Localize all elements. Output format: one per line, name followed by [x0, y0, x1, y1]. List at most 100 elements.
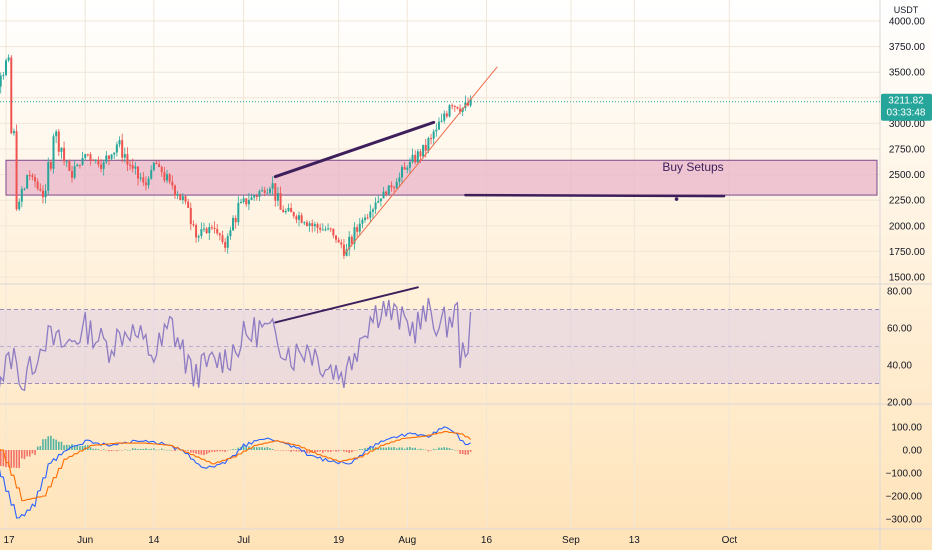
macd-histogram: [0, 435, 472, 468]
macd-hist-bar: [171, 450, 174, 451]
candle: [200, 222, 203, 239]
buy-setups-zone[interactable]: [5, 159, 878, 196]
candle: [118, 136, 121, 148]
trendline-line[interactable]: [343, 66, 498, 255]
buy-setups-label: Buy Setups: [662, 160, 723, 174]
candle: [332, 228, 335, 239]
candle: [168, 172, 171, 185]
time-axis[interactable]: 17 Jun 14 Jul 19 Aug 16 Sep 13 Oct: [3, 535, 737, 546]
macd-hist-bar: [398, 447, 401, 450]
macd-hist-bar: [113, 450, 116, 451]
candle: [44, 184, 47, 204]
candle: [253, 194, 256, 201]
macd-axis[interactable]: 100.00 0.00 −100.00 −200.00 −300.00: [886, 423, 923, 526]
time-tick-label: 13: [629, 535, 641, 546]
candle: [398, 172, 401, 187]
macd-hist-bar: [364, 448, 366, 450]
candle: [250, 193, 253, 201]
candle: [197, 234, 200, 242]
rsi-line[interactable]: [0, 297, 472, 398]
rsi-annotations[interactable]: [274, 286, 419, 324]
price-tick-label: 1750.00: [889, 247, 926, 258]
price-axis[interactable]: USDT 4000.003750.003500.003250.003000.00…: [881, 5, 932, 284]
candle: [469, 95, 472, 108]
macd-hist-bar: [456, 450, 459, 451]
candle: [184, 195, 187, 205]
candle: [364, 214, 367, 223]
macd-hist-bar: [208, 450, 211, 453]
candle: [115, 141, 118, 157]
divergence-line[interactable]: [273, 120, 436, 179]
candle: [345, 244, 348, 257]
macd-hist-bar: [73, 445, 76, 450]
macd-hist-bar: [327, 450, 329, 452]
candle: [258, 189, 261, 202]
rsi-axis[interactable]: 80.00 60.00 40.00 20.00: [887, 287, 912, 409]
macd-hist-bar: [44, 438, 47, 450]
candle: [226, 233, 229, 254]
candle: [298, 211, 301, 227]
macd-hist-bar: [395, 448, 398, 450]
macd-hist-bar: [274, 450, 277, 451]
candle: [181, 192, 184, 205]
time-tick-label: Jul: [237, 535, 250, 546]
price-tick-label: 2500.00: [889, 170, 926, 181]
macd-hist-bar: [343, 450, 345, 452]
candle: [76, 163, 79, 167]
macd-hist-bar: [358, 449, 361, 450]
candle: [261, 186, 264, 192]
macd-tick-label: −100.00: [886, 469, 923, 480]
candle: [160, 165, 163, 177]
macd-hist-bar: [28, 450, 31, 457]
macd-hist-bar: [211, 450, 213, 452]
macd-hist-bar: [335, 450, 337, 452]
candle: [340, 239, 343, 249]
price-annotations[interactable]: [273, 66, 726, 255]
macd-hist-bar: [245, 447, 248, 450]
macd-hist-bar: [403, 448, 406, 450]
macd-hist-bar: [166, 449, 168, 451]
macd-hist-bar: [461, 450, 464, 455]
price-pane[interactable]: Buy Setups: [0, 27, 880, 259]
candle: [89, 152, 92, 166]
macd-hist-bar: [406, 447, 409, 450]
price-candles[interactable]: [0, 27, 472, 259]
macd-tick-label: 0.00: [903, 446, 923, 457]
candle: [440, 113, 443, 123]
macd-hist-bar: [287, 450, 290, 451]
candle: [49, 159, 52, 172]
candle: [179, 193, 182, 201]
rsi-divergence-line[interactable]: [274, 286, 419, 324]
macd-hist-bar: [332, 450, 335, 451]
candle: [255, 193, 258, 201]
macd-hist-bar: [308, 450, 311, 454]
macd-hist-bar: [203, 450, 205, 456]
candle: [432, 129, 435, 145]
macd-signal-line[interactable]: [0, 431, 472, 502]
macd-pane[interactable]: [0, 426, 472, 519]
macd-hist-bar: [153, 448, 155, 450]
candle: [311, 219, 314, 233]
macd-hist-bar: [155, 449, 158, 451]
macd-hist-bar: [34, 450, 36, 455]
macd-hist-bar: [348, 450, 350, 453]
macd-line[interactable]: [0, 426, 471, 519]
macd-hist-bar: [366, 447, 369, 450]
candle: [20, 186, 23, 208]
candle: [166, 169, 169, 184]
rsi-pane[interactable]: [0, 286, 880, 398]
candle: [100, 159, 103, 173]
candle: [290, 202, 293, 213]
macd-hist-bar: [2, 450, 5, 467]
support-line[interactable]: [464, 193, 726, 198]
macd-hist-bar: [237, 447, 240, 450]
candle: [23, 187, 26, 191]
macd-hist-bar: [200, 450, 203, 455]
support-handle[interactable]: [674, 197, 679, 201]
macd-hist-bar: [319, 450, 321, 452]
macd-hist-bar: [345, 450, 348, 453]
candle: [229, 226, 232, 240]
